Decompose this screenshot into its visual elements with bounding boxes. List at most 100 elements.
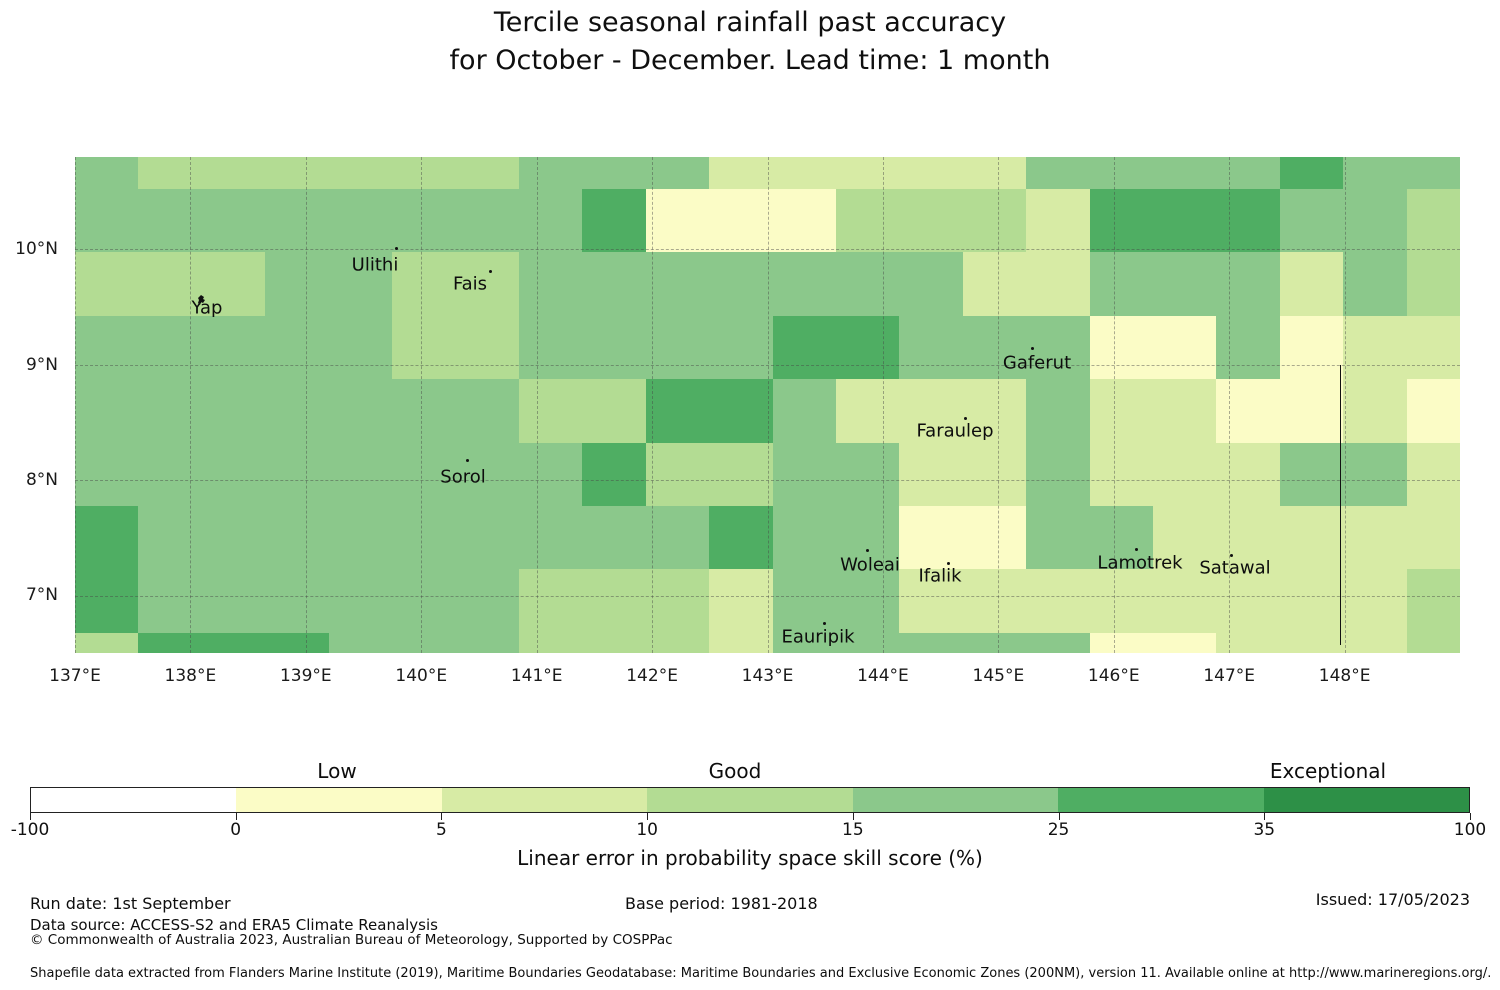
heatmap-cell xyxy=(201,569,266,633)
heatmap-cell xyxy=(899,569,963,633)
heatmap-cell xyxy=(1279,379,1344,443)
heatmap-cell xyxy=(1089,189,1153,253)
heatmap-cell xyxy=(75,569,139,633)
heatmap-cell xyxy=(1279,569,1344,633)
heatmap-cell xyxy=(328,315,393,380)
heatmap-cell xyxy=(265,157,329,189)
heatmap-cell xyxy=(1216,506,1280,570)
heatmap-cell xyxy=(1343,379,1407,443)
island-marker-dot xyxy=(1031,347,1034,350)
heatmap-cell xyxy=(1343,569,1407,633)
heatmap-cell xyxy=(709,315,773,380)
heatmap-cell xyxy=(265,315,329,380)
x-axis-tick-label: 141°E xyxy=(510,666,563,686)
heatmap-cell xyxy=(1026,632,1090,653)
heatmap-cell xyxy=(772,506,836,570)
heatmap-cell xyxy=(645,379,710,443)
skill-score-heatmap: Yap Ulithi Fais Sorol Gaferut Faraulep Woleai I… xyxy=(75,157,1460,653)
heatmap-cell xyxy=(582,506,646,570)
latitude-gridline xyxy=(75,480,1460,482)
heatmap-cell xyxy=(455,252,519,316)
heatmap-cell xyxy=(835,506,900,570)
heatmap-cell xyxy=(1152,315,1217,380)
x-axis-tick-label: 148°E xyxy=(1318,666,1371,686)
colorbar-tick-mark xyxy=(1058,813,1060,820)
heatmap-cell xyxy=(1279,442,1344,506)
heatmap-cell xyxy=(265,569,329,633)
colorbar-tick-label: 35 xyxy=(1253,820,1276,840)
heatmap-cell xyxy=(1152,442,1217,506)
heatmap-cell xyxy=(772,157,836,189)
heatmap-cell xyxy=(709,442,773,506)
heatmap-cell xyxy=(962,157,1027,189)
heatmap-cell xyxy=(201,379,266,443)
heatmap-cell xyxy=(709,632,773,653)
run-date-text: Run date: 1st September xyxy=(30,894,231,913)
heatmap-cell xyxy=(1216,632,1280,653)
heatmap-cell xyxy=(1026,379,1090,443)
heatmap-cell xyxy=(582,157,646,189)
heatmap-cell xyxy=(582,442,646,506)
heatmap-cell xyxy=(265,442,329,506)
island-marker-dot xyxy=(866,549,869,552)
heatmap-cell xyxy=(899,442,963,506)
heatmap-cell xyxy=(709,506,773,570)
copyright-text: © Commonwealth of Australia 2023, Austra… xyxy=(30,932,673,948)
heatmap-cell xyxy=(1152,632,1217,653)
heatmap-cell xyxy=(75,252,139,316)
island-marker-dot xyxy=(466,459,469,462)
heatmap-cell xyxy=(962,315,1027,380)
heatmap-cell xyxy=(518,569,583,633)
data-source-text: Data source: ACCESS-S2 and ERA5 Climate … xyxy=(30,916,438,934)
island-label: Lamotrek xyxy=(1097,552,1183,574)
heatmap-cell xyxy=(1343,506,1407,570)
title-line-2: for October - December. Lead time: 1 mon… xyxy=(449,45,1051,76)
longitude-gridline xyxy=(421,157,423,653)
heatmap-cell xyxy=(328,442,393,506)
island-marker-dot xyxy=(964,417,967,420)
island-marker-dot xyxy=(947,562,950,565)
heatmap-cell xyxy=(201,506,266,570)
x-axis-tick-label: 142°E xyxy=(626,666,678,686)
heatmap-cell xyxy=(772,632,836,653)
heatmap-cell xyxy=(328,632,393,653)
heatmap-cell xyxy=(1406,569,1460,633)
longitude-gridline xyxy=(652,157,654,653)
heatmap-cell xyxy=(265,632,329,653)
heatmap-cell xyxy=(835,632,900,653)
heatmap-cell xyxy=(328,506,393,570)
heatmap-cell xyxy=(1026,157,1090,189)
heatmap-cell xyxy=(772,569,836,633)
heatmap-cell xyxy=(455,189,519,253)
heatmap-cell xyxy=(899,506,963,570)
heatmap-cell xyxy=(328,379,393,443)
heatmap-cell xyxy=(455,379,519,443)
colorbar-tick-label: -100 xyxy=(10,820,50,840)
heatmap-cell xyxy=(645,632,710,653)
colorbar-segment xyxy=(647,788,853,812)
heatmap-cell xyxy=(582,632,646,653)
heatmap-cell xyxy=(582,252,646,316)
colorbar-axis-label: Linear error in probability space skill … xyxy=(517,846,983,870)
y-axis-tick-label: 8°N xyxy=(25,470,58,490)
heatmap-cell xyxy=(582,315,646,380)
heatmap-cell xyxy=(1279,506,1344,570)
colorbar-tick-mark xyxy=(647,813,649,820)
heatmap-cell xyxy=(835,252,900,316)
heatmap-cell xyxy=(201,315,266,380)
heatmap-cell xyxy=(265,379,329,443)
heatmap-cell xyxy=(138,252,202,316)
heatmap-cell xyxy=(201,252,266,316)
y-axis-tick-label: 7°N xyxy=(25,585,58,606)
heatmap-cell xyxy=(518,379,583,443)
heatmap-cell xyxy=(392,379,456,443)
heatmap-cell xyxy=(1216,157,1280,189)
heatmap-cell xyxy=(328,189,393,253)
colorbar-tick-mark xyxy=(235,813,237,820)
longitude-gridline xyxy=(75,157,76,653)
island-label: Gaferut xyxy=(1002,352,1072,374)
heatmap-cell xyxy=(138,189,202,253)
heatmap-cell xyxy=(835,379,900,443)
heatmap-cell xyxy=(582,189,646,253)
heatmap-cell xyxy=(265,252,329,316)
